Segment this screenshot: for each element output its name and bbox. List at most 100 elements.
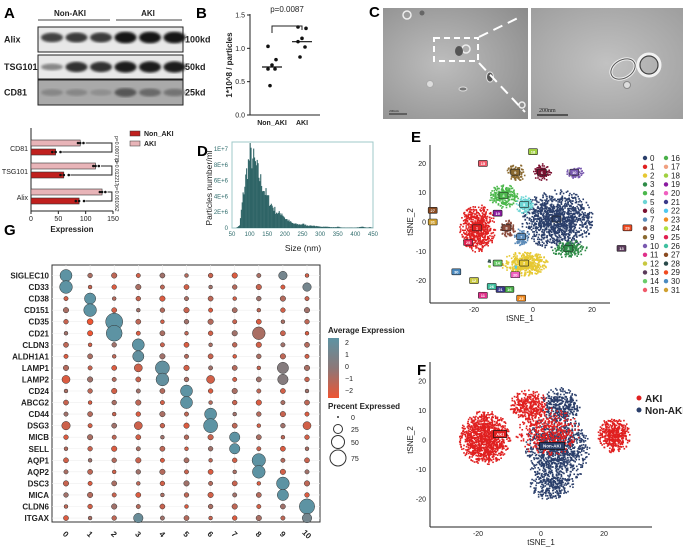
cell-point xyxy=(465,440,467,443)
cell-point xyxy=(539,271,542,273)
cluster-label-box xyxy=(492,209,503,217)
cell-point xyxy=(564,466,567,469)
cell-point xyxy=(550,477,553,480)
cell-point xyxy=(584,451,587,454)
cell-point xyxy=(542,223,545,225)
cell-point xyxy=(545,195,548,198)
cell-point xyxy=(542,467,545,470)
cell-point xyxy=(484,233,486,235)
protein-band xyxy=(65,32,88,43)
cell-point xyxy=(570,224,572,227)
cell-point xyxy=(550,449,553,451)
cell-point xyxy=(493,194,495,196)
cell-point xyxy=(554,434,556,436)
cell-point xyxy=(543,203,546,206)
cell-point xyxy=(546,171,548,173)
cell-point xyxy=(553,226,555,228)
cell-point xyxy=(497,203,500,205)
cell-point xyxy=(552,198,555,201)
cell-point xyxy=(563,237,566,239)
cell-point xyxy=(531,206,533,208)
cell-point xyxy=(551,211,554,214)
replicate-point xyxy=(76,141,80,145)
cell-point xyxy=(559,464,561,467)
cell-point xyxy=(540,449,542,451)
cell-point xyxy=(537,450,540,452)
cell-point xyxy=(558,473,561,475)
cell-point xyxy=(538,217,541,219)
cell-point xyxy=(577,454,579,456)
cell-point xyxy=(548,234,551,237)
histogram-bar xyxy=(315,225,317,228)
cell-point xyxy=(545,216,547,219)
cell-point xyxy=(518,242,520,244)
cell-point xyxy=(555,429,558,431)
cell-point xyxy=(551,225,553,228)
cell-point xyxy=(541,203,543,205)
legend-label: 9 xyxy=(650,233,655,242)
cell-point xyxy=(556,249,559,251)
cell-point xyxy=(510,176,513,178)
cell-point xyxy=(533,170,535,173)
cell-point xyxy=(502,203,504,205)
cell-point xyxy=(526,213,528,215)
cell-point xyxy=(571,445,573,448)
cell-point xyxy=(509,194,512,196)
cell-point xyxy=(579,447,582,449)
cell-point xyxy=(559,439,562,442)
cell-point xyxy=(506,261,509,264)
cell-point xyxy=(528,212,531,215)
cell-point xyxy=(494,188,497,191)
cell-point xyxy=(489,239,492,241)
cell-point xyxy=(535,214,538,216)
cell-point xyxy=(540,454,543,456)
cell-point xyxy=(560,223,563,225)
x-tick-label: 250 xyxy=(297,232,308,238)
cell-point xyxy=(521,267,524,270)
cell-point xyxy=(482,220,485,222)
cell-point xyxy=(584,249,587,252)
cell-point xyxy=(549,207,551,210)
cell-point xyxy=(558,204,560,207)
cell-point xyxy=(533,437,535,440)
cell-point xyxy=(586,214,588,217)
cell-point xyxy=(533,238,535,240)
cell-point xyxy=(574,225,576,227)
cell-point xyxy=(550,171,553,174)
cell-point xyxy=(552,230,555,232)
cell-point xyxy=(565,448,568,451)
cluster-label-box xyxy=(486,283,497,290)
cell-point xyxy=(574,250,576,253)
x-tick-label: 150 xyxy=(262,232,273,238)
cell-point xyxy=(556,221,559,224)
cell-point xyxy=(535,233,538,236)
cell-point xyxy=(554,457,557,460)
cell-point xyxy=(561,208,564,211)
cell-point xyxy=(542,216,545,219)
cell-point xyxy=(496,454,499,456)
cell-point xyxy=(531,257,534,260)
cell-point xyxy=(566,243,568,246)
cell-point xyxy=(511,187,514,189)
cell-point xyxy=(545,214,548,216)
cell-point xyxy=(569,199,572,202)
cell-point xyxy=(551,200,554,202)
cell-point xyxy=(572,222,574,225)
cell-point xyxy=(561,244,564,247)
cell-point xyxy=(548,460,551,462)
cell-point xyxy=(580,224,582,226)
cell-point xyxy=(526,450,529,453)
cell-point xyxy=(513,199,516,202)
cell-point xyxy=(560,198,563,201)
cell-point xyxy=(507,191,509,194)
cell-point xyxy=(578,215,581,218)
cluster-label: 5 xyxy=(523,202,526,207)
cell-point xyxy=(467,208,469,211)
cell-point xyxy=(577,250,579,253)
cell-point xyxy=(536,473,539,476)
cell-point xyxy=(545,211,547,213)
cell-point xyxy=(536,272,539,274)
legend-swatch xyxy=(663,270,669,275)
cell-point xyxy=(510,190,513,193)
cell-point xyxy=(459,226,461,228)
